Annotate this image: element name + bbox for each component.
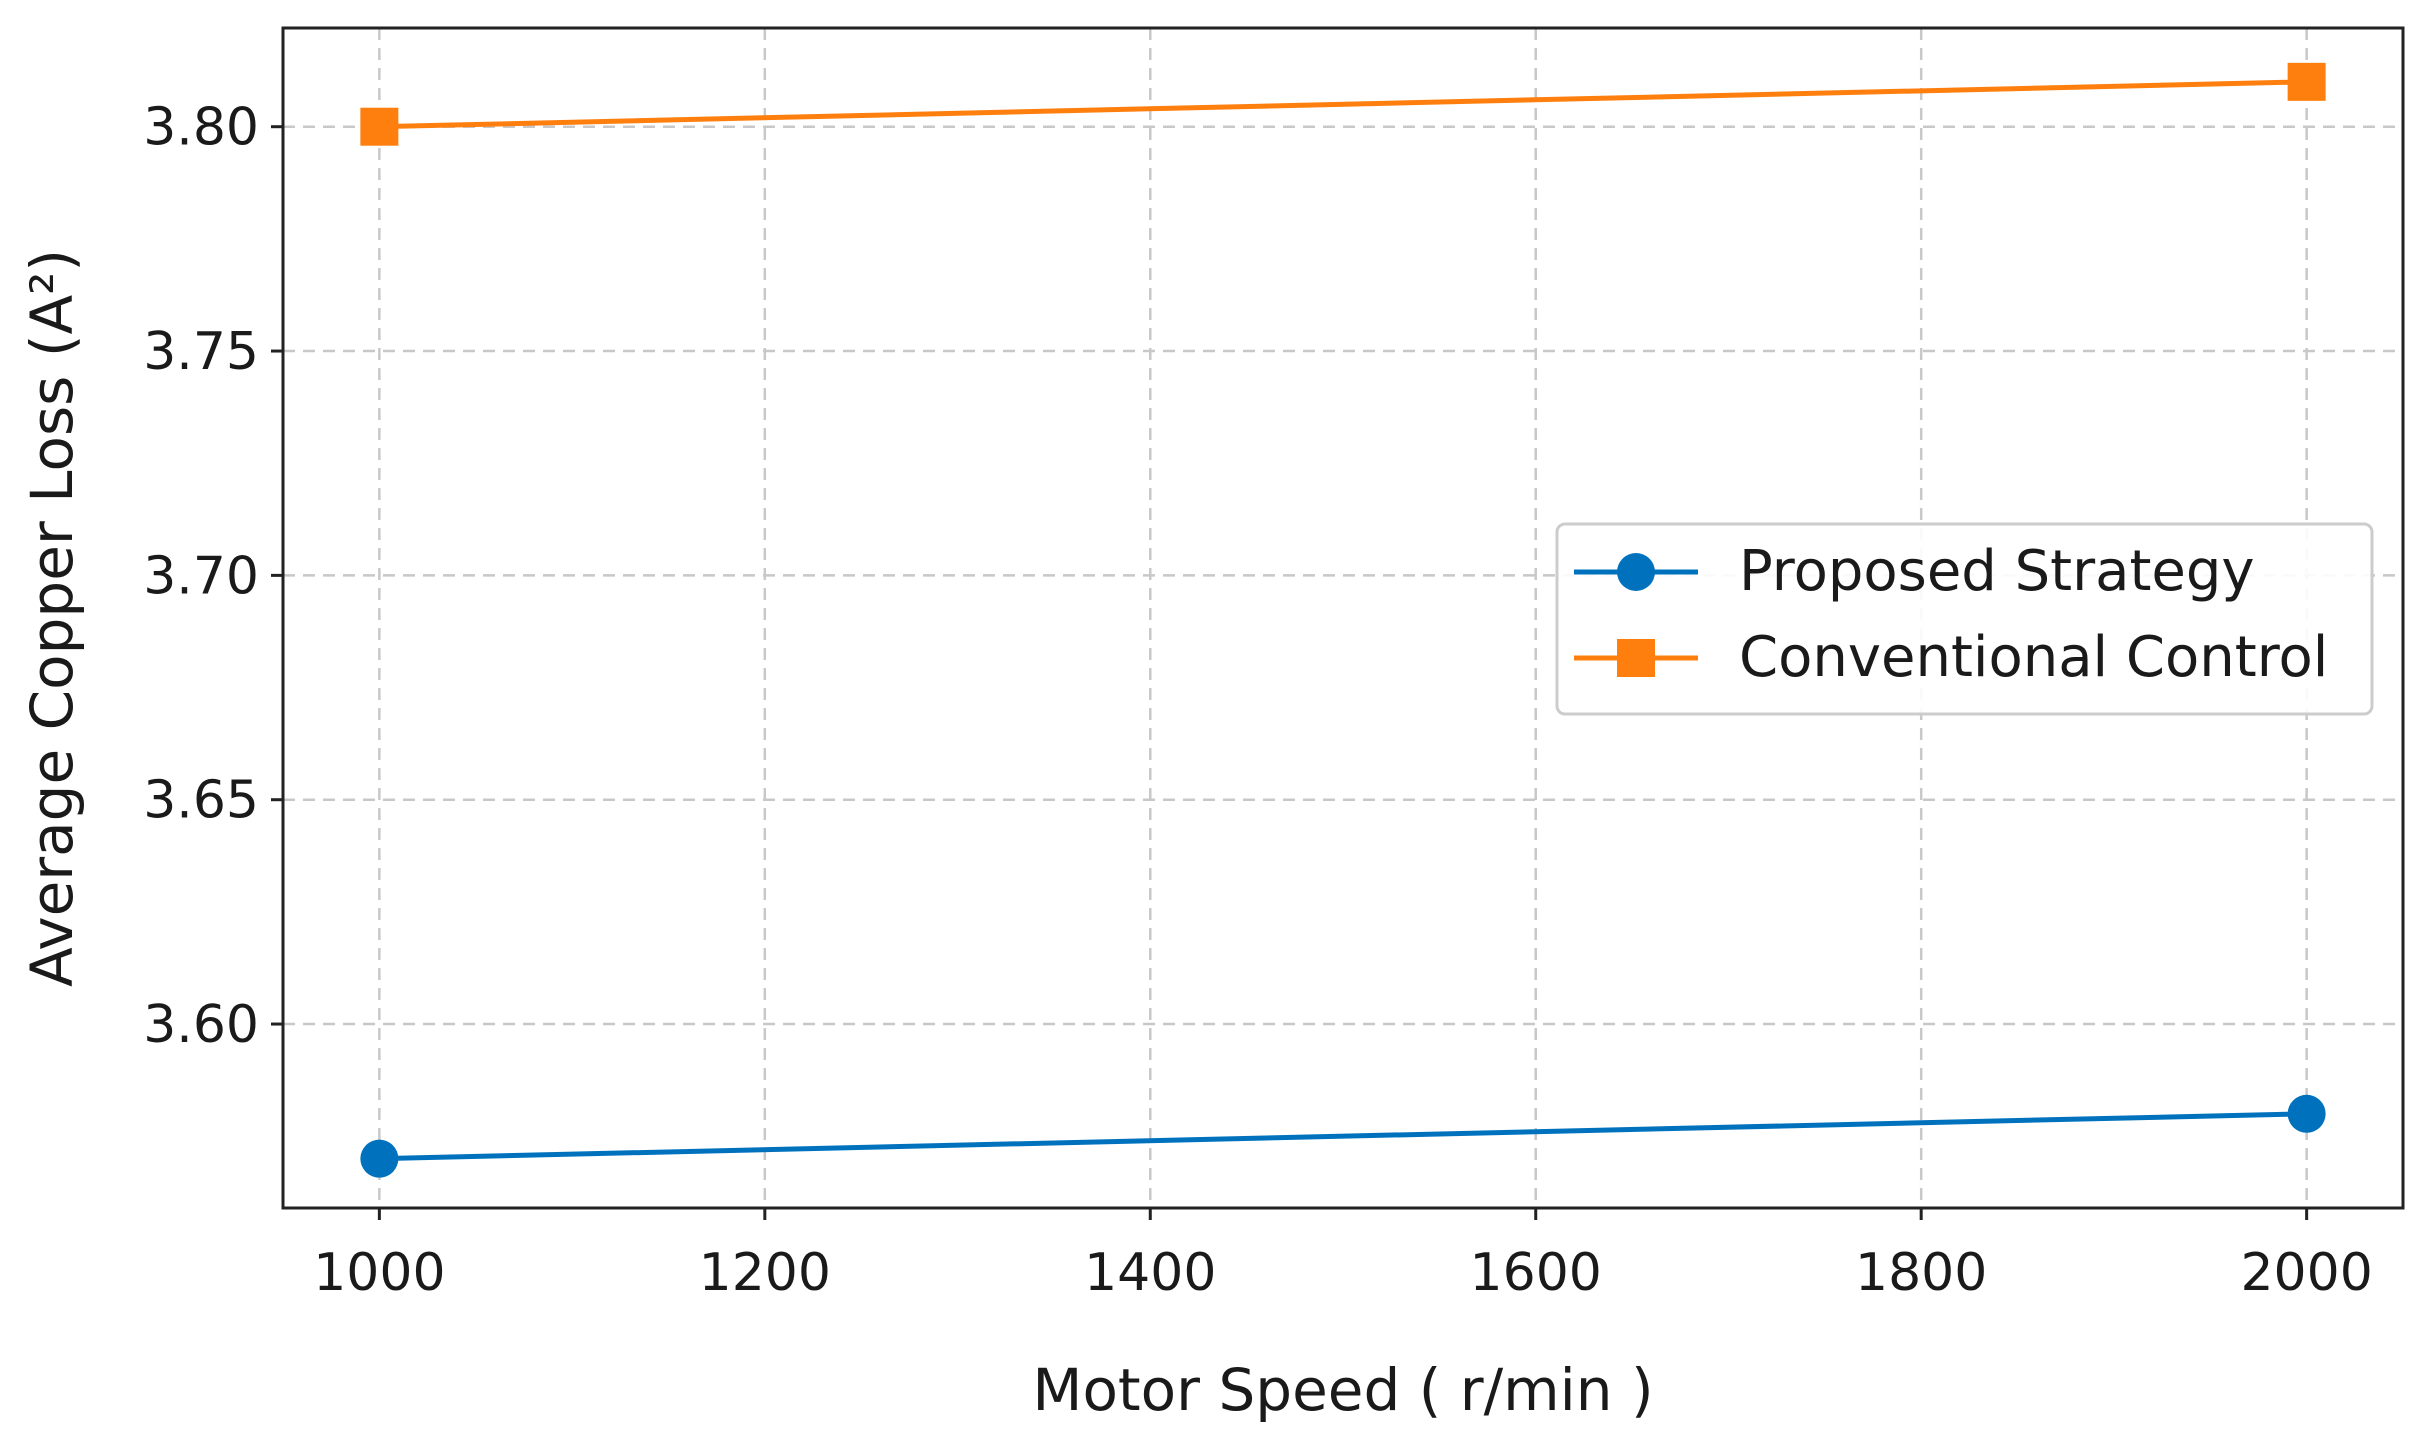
y-tick-label: 3.70 bbox=[143, 546, 259, 606]
y-tick-label: 3.65 bbox=[143, 771, 259, 831]
y-tick-label: 3.80 bbox=[143, 98, 259, 158]
legend-frame bbox=[1555, 522, 2374, 716]
y-tick-label: 3.60 bbox=[143, 995, 259, 1055]
data-point-conventional-control bbox=[2287, 62, 2326, 101]
x-tick-label: 1800 bbox=[1855, 1243, 1987, 1303]
legend-marker-conventional-control bbox=[1617, 639, 1655, 677]
plot-series bbox=[360, 62, 2326, 1178]
x-tick-label: 1000 bbox=[313, 1243, 445, 1303]
series-line-proposed-strategy bbox=[379, 1111, 2307, 1162]
plot-area-frame bbox=[281, 26, 2405, 1210]
data-point-conventional-control bbox=[360, 107, 399, 146]
legend: Proposed Strategy Conventional Control bbox=[1555, 522, 2374, 716]
x-axis-label: Motor Speed ( r/min ) bbox=[1032, 1356, 1653, 1424]
series-line-conventional-control bbox=[379, 79, 2307, 130]
data-point-proposed-strategy bbox=[2287, 1094, 2326, 1133]
y-tick-label: 3.75 bbox=[143, 322, 259, 382]
legend-marker-proposed-strategy bbox=[1617, 553, 1655, 591]
x-tick-label: 1400 bbox=[1084, 1243, 1216, 1303]
x-tick-label: 1200 bbox=[699, 1243, 831, 1303]
x-tick-label: 2000 bbox=[2240, 1243, 2372, 1303]
legend-label-conventional-control: Conventional Control bbox=[1739, 625, 2328, 690]
x-tick-label: 1600 bbox=[1470, 1243, 1602, 1303]
y-axis-label: Average Copper Loss (A²) bbox=[18, 249, 86, 987]
data-point-proposed-strategy bbox=[360, 1139, 399, 1178]
legend-label-proposed-strategy: Proposed Strategy bbox=[1739, 539, 2255, 604]
grid-lines bbox=[283, 28, 2403, 1208]
axis-ticks: 1000 1200 1400 1600 1800 2000 3.60 3.65 3.70 3.75… bbox=[143, 98, 2373, 1303]
